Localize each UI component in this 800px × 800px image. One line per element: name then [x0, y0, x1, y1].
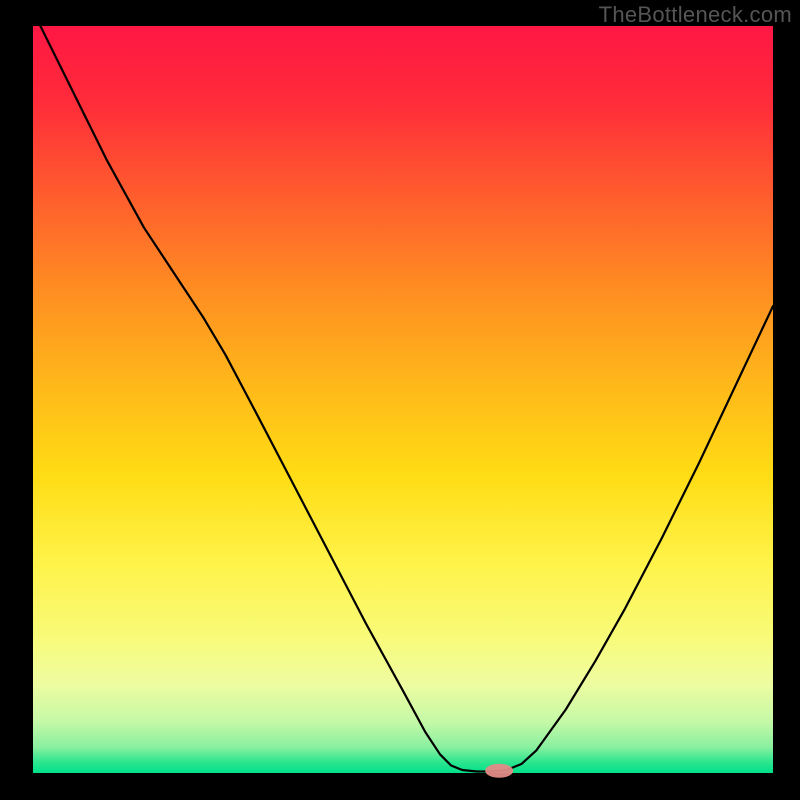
watermark-text: TheBottleneck.com — [599, 2, 792, 28]
chart-stage: TheBottleneck.com — [0, 0, 800, 800]
chart-svg — [0, 0, 800, 800]
optimum-marker — [485, 764, 513, 778]
gradient-background — [33, 26, 773, 773]
